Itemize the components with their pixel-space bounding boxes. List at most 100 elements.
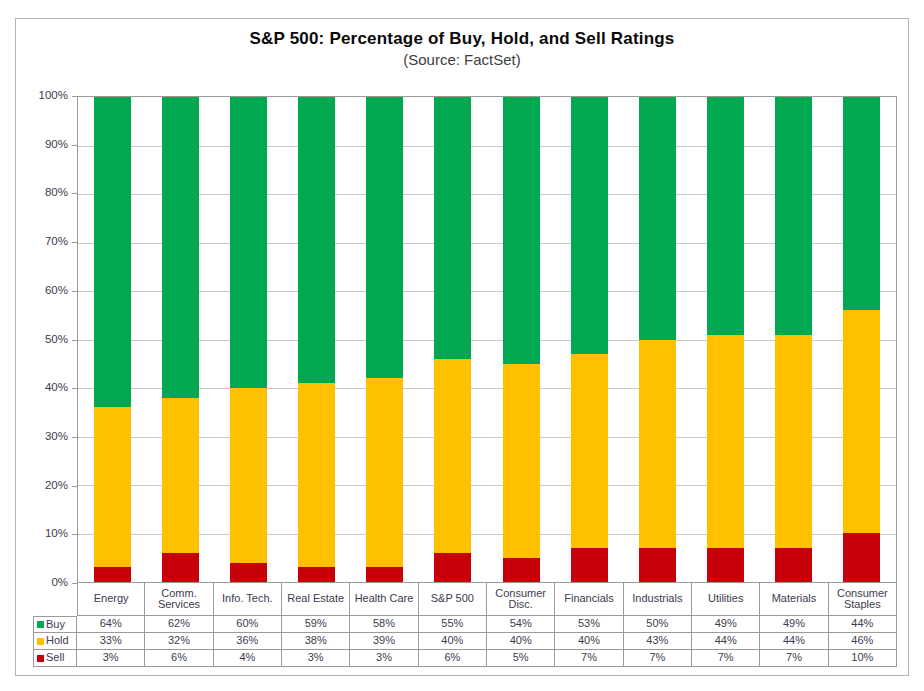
table-value-cell: 3%	[282, 650, 350, 667]
gridline	[78, 194, 896, 195]
bar-segment-sell	[366, 567, 403, 582]
y-axis-label: 30%	[20, 430, 68, 442]
table-value-cell: 44%	[692, 633, 760, 650]
bar-segment-sell	[707, 548, 744, 582]
y-axis-label: 70%	[20, 235, 68, 247]
bar-segment-buy	[366, 97, 403, 378]
bar-segment-buy	[707, 97, 744, 335]
table-header-cell: Info. Tech.	[214, 582, 282, 616]
bar-segment-buy	[775, 97, 812, 335]
table-value-cell: 10%	[829, 650, 897, 667]
table-value-cell: 5%	[487, 650, 555, 667]
bar-segment-hold	[775, 335, 812, 548]
y-axis-label: 10%	[20, 527, 68, 539]
table-value-cell: 40%	[555, 633, 623, 650]
y-axis-label: 40%	[20, 381, 68, 393]
table-value-cell: 36%	[214, 633, 282, 650]
table-header-cell: Real Estate	[282, 582, 350, 616]
table-value-cell: 58%	[350, 616, 418, 633]
y-axis-tick	[72, 486, 77, 487]
stacked-bar	[639, 97, 676, 582]
table-value-cell: 62%	[145, 616, 213, 633]
bar-segment-hold	[162, 398, 199, 553]
bar-segment-hold	[366, 378, 403, 567]
table-value-cell: 7%	[760, 650, 828, 667]
table-header-cell: Materials	[760, 582, 828, 616]
table-value-cell: 49%	[760, 616, 828, 633]
stacked-bar	[366, 97, 403, 582]
table-value-cell: 4%	[214, 650, 282, 667]
bar-segment-buy	[571, 97, 608, 354]
y-axis-tick	[72, 193, 77, 194]
table-header-cell: Consumer Staples	[829, 582, 897, 616]
table-value-cell: 50%	[624, 616, 692, 633]
table-value-cell: 55%	[419, 616, 487, 633]
table-value-cell: 3%	[77, 650, 145, 667]
table-value-cell: 44%	[760, 633, 828, 650]
table-value-cell: 46%	[829, 633, 897, 650]
y-axis-tick	[72, 242, 77, 243]
y-axis-tick	[72, 534, 77, 535]
stacked-bar	[843, 97, 880, 582]
legend-color-swatch-icon	[37, 621, 44, 628]
stacked-bar	[230, 97, 267, 582]
legend-color-swatch-icon	[37, 655, 44, 662]
stacked-bar	[434, 97, 471, 582]
stacked-bar	[162, 97, 199, 582]
y-axis-label: 90%	[20, 138, 68, 150]
y-axis-label: 20%	[20, 479, 68, 491]
legend-label: Hold	[46, 635, 69, 647]
bar-segment-hold	[639, 340, 676, 549]
gridline	[78, 485, 896, 486]
bar-segment-buy	[94, 97, 131, 407]
table-header-cell: S&P 500	[419, 582, 487, 616]
bar-segment-sell	[775, 548, 812, 582]
ratings-data-table: EnergyComm. ServicesInfo. Tech.Real Esta…	[33, 582, 897, 667]
table-value-cell: 40%	[419, 633, 487, 650]
bar-segment-hold	[843, 310, 880, 533]
chart-title: S&P 500: Percentage of Buy, Hold, and Se…	[0, 29, 924, 49]
bar-segment-sell	[162, 553, 199, 582]
stacked-bar	[775, 97, 812, 582]
table-corner-cell	[33, 582, 77, 616]
bar-segment-hold	[94, 407, 131, 567]
y-axis-label: 80%	[20, 186, 68, 198]
bar-segment-sell	[94, 567, 131, 582]
legend-item: Hold	[33, 633, 77, 650]
y-axis-tick	[72, 291, 77, 292]
y-axis-tick	[72, 388, 77, 389]
table-header-cell: Comm. Services	[145, 582, 213, 616]
y-axis-label: 60%	[20, 284, 68, 296]
table-value-cell: 7%	[624, 650, 692, 667]
stacked-bar	[707, 97, 744, 582]
gridline	[78, 340, 896, 341]
gridline	[78, 291, 896, 292]
bar-segment-hold	[230, 388, 267, 563]
legend-color-swatch-icon	[37, 638, 44, 645]
bar-segment-buy	[503, 97, 540, 364]
table-value-cell: 3%	[350, 650, 418, 667]
table-header-cell: Industrials	[624, 582, 692, 616]
bar-segment-buy	[162, 97, 199, 398]
table-value-cell: 59%	[282, 616, 350, 633]
gridline	[78, 388, 896, 389]
legend-item: Buy	[33, 616, 77, 633]
table-value-cell: 32%	[145, 633, 213, 650]
bar-segment-hold	[707, 335, 744, 548]
chart-subtitle: (Source: FactSet)	[0, 51, 924, 68]
plot-area	[77, 96, 897, 583]
y-axis-label: 50%	[20, 333, 68, 345]
stacked-bar	[94, 97, 131, 582]
table-value-cell: 33%	[77, 633, 145, 650]
bar-segment-buy	[298, 97, 335, 383]
gridline	[78, 146, 896, 147]
legend-label: Buy	[46, 619, 65, 631]
table-value-cell: 38%	[282, 633, 350, 650]
bar-segment-hold	[571, 354, 608, 548]
table-value-cell: 64%	[77, 616, 145, 633]
y-axis-tick	[72, 437, 77, 438]
table-header-cell: Utilities	[692, 582, 760, 616]
legend-label: Sell	[46, 652, 64, 664]
table-header-cell: Consumer Disc.	[487, 582, 555, 616]
bar-segment-sell	[843, 533, 880, 582]
